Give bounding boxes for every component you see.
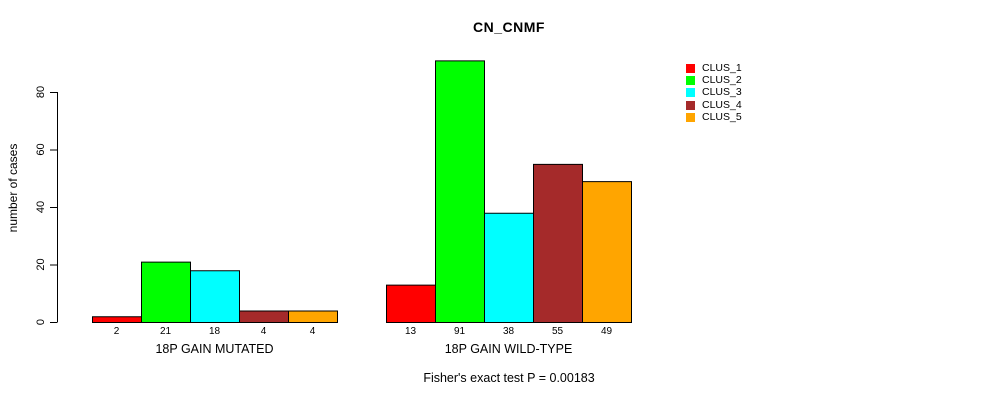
y-tick-label: 60 [35, 143, 47, 155]
bar-value-label: 49 [601, 326, 613, 337]
bar-CLUS_1 [92, 316, 142, 323]
bar-value-label: 4 [310, 326, 316, 337]
legend-item: CLUS_4 [686, 99, 742, 111]
legend-item: CLUS_3 [686, 87, 742, 99]
legend-swatch [686, 112, 695, 122]
y-tick-label: 20 [35, 258, 47, 270]
legend: CLUS_1 CLUS_2 CLUS_3 CLUS_4 CLUS_5 [686, 62, 742, 123]
bar-CLUS_4 [533, 163, 583, 323]
bar-value-label: 2 [114, 326, 120, 337]
bar-CLUS_2 [141, 261, 191, 323]
legend-label: CLUS_3 [702, 86, 742, 99]
bar-CLUS_2 [435, 60, 485, 323]
legend-swatch [686, 63, 695, 73]
y-tick-label: 40 [35, 201, 47, 213]
bar-value-label: 38 [503, 326, 515, 337]
bar-value-label: 91 [454, 326, 466, 337]
bar-CLUS_5 [582, 181, 632, 323]
bar-value-label: 4 [261, 326, 267, 337]
y-tick-label: 0 [35, 319, 47, 325]
group-label: 18P GAIN WILD-TYPE [445, 342, 573, 356]
legend-swatch [686, 75, 695, 85]
bar-CLUS_4 [239, 310, 289, 323]
bar-CLUS_5 [288, 310, 338, 323]
y-tick-label: 80 [35, 86, 47, 98]
bar-value-label: 18 [209, 326, 221, 337]
legend-label: CLUS_5 [702, 111, 742, 124]
legend-swatch [686, 100, 695, 110]
legend-label: CLUS_2 [702, 74, 742, 87]
bar-value-label: 55 [552, 326, 564, 337]
chart-title: CN_CNMF [473, 19, 545, 35]
legend-label: CLUS_1 [702, 61, 742, 74]
legend-swatch [686, 88, 695, 98]
legend-item: CLUS_1 [686, 62, 742, 74]
legend-item: CLUS_5 [686, 111, 742, 123]
bar-value-label: 13 [405, 326, 417, 337]
legend-item: CLUS_2 [686, 74, 742, 86]
bar-value-label: 21 [160, 326, 172, 337]
bar-CLUS_3 [190, 270, 240, 323]
legend-label: CLUS_4 [702, 98, 742, 111]
bar-CLUS_1 [386, 284, 436, 323]
group-label: 18P GAIN MUTATED [155, 342, 273, 356]
bar-CLUS_3 [484, 212, 534, 323]
fisher-test-caption: Fisher's exact test P = 0.00183 [423, 371, 595, 385]
